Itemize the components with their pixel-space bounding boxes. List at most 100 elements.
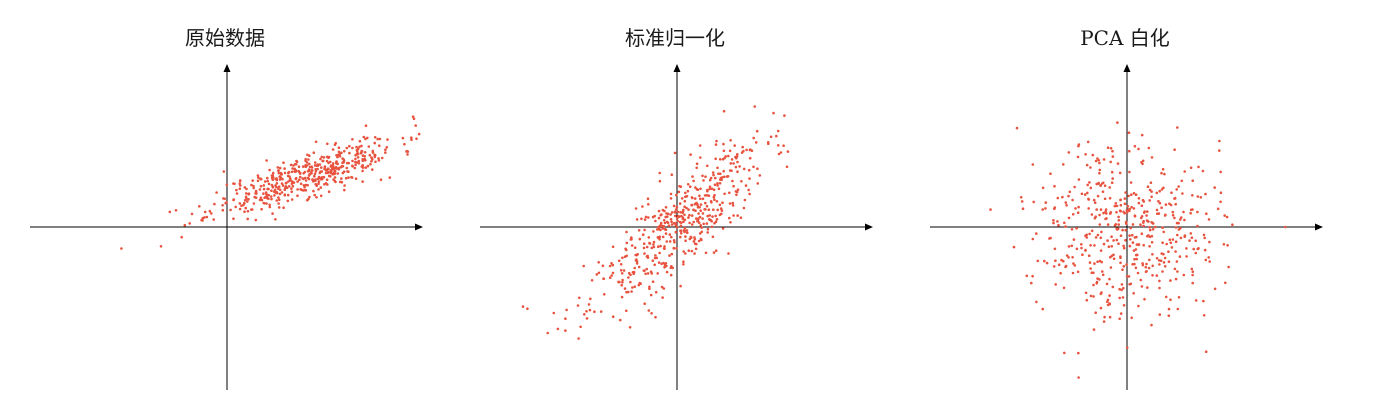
scatter-point xyxy=(730,169,733,172)
scatter-point xyxy=(1148,225,1151,229)
scatter-point xyxy=(308,195,311,199)
scatter-point xyxy=(1071,255,1074,259)
data-points xyxy=(521,105,790,340)
scatter-point xyxy=(695,202,699,206)
scatter-point xyxy=(1130,205,1133,209)
scatter-point xyxy=(1162,252,1165,256)
panel-pca-whitening: PCA 白化 xyxy=(915,0,1335,418)
scatter-point xyxy=(1117,223,1120,226)
scatter-point xyxy=(262,201,265,205)
scatter-point xyxy=(1124,228,1127,232)
scatter-point xyxy=(611,245,615,249)
scatter-point xyxy=(735,190,739,194)
scatter-point xyxy=(262,187,266,191)
scatter-point xyxy=(708,185,712,189)
scatter-point xyxy=(1133,257,1136,261)
scatter-point xyxy=(785,165,789,169)
scatter-point xyxy=(314,140,318,144)
scatter-point xyxy=(334,180,337,184)
scatter-point xyxy=(728,149,732,153)
scatter-point xyxy=(1019,196,1023,199)
scatter-point xyxy=(708,214,711,217)
scatter-point xyxy=(637,229,641,232)
scatter-point xyxy=(719,207,723,210)
scatter-point xyxy=(1015,126,1019,130)
scatter-point xyxy=(654,219,657,223)
scatter-point xyxy=(290,187,293,190)
scatter-point xyxy=(315,164,319,167)
scatter-point xyxy=(1174,250,1177,253)
scatter-point xyxy=(699,187,702,191)
scatter-point xyxy=(359,151,363,155)
scatter-point xyxy=(670,252,674,256)
scatter-point xyxy=(1175,188,1178,191)
scatter-point xyxy=(1183,235,1186,238)
scatter-point xyxy=(1111,155,1115,158)
scatter-point xyxy=(1168,202,1171,205)
scatter-point xyxy=(208,209,212,213)
scatter-point xyxy=(590,279,594,282)
scatter-point xyxy=(225,201,228,204)
scatter-point xyxy=(697,239,701,243)
scatter-point xyxy=(314,178,317,181)
scatter-point xyxy=(1155,257,1159,260)
scatter-point xyxy=(1062,163,1065,166)
scatter-point xyxy=(712,208,715,211)
scatter-point xyxy=(1204,350,1208,354)
scatter-point xyxy=(1135,257,1138,261)
scatter-point xyxy=(1099,249,1103,252)
scatter-point xyxy=(1155,191,1159,195)
scatter-point xyxy=(643,252,646,255)
scatter-point xyxy=(660,224,664,228)
scatter-point xyxy=(1093,201,1097,204)
scatter-point xyxy=(270,189,273,192)
scatter-point xyxy=(323,166,327,170)
scatter-point xyxy=(1053,207,1056,211)
scatter-point xyxy=(663,227,667,231)
scatter-point xyxy=(1219,200,1222,204)
scatter-point xyxy=(1122,286,1125,290)
scatter-point xyxy=(1163,265,1167,268)
scatter-point xyxy=(693,237,697,241)
scatter-point xyxy=(663,247,666,250)
scatter-point xyxy=(308,173,312,176)
scatter-point xyxy=(727,154,730,158)
scatter-point xyxy=(367,145,371,148)
scatter-point xyxy=(1146,286,1149,289)
scatter-point xyxy=(403,142,406,146)
scatter-point xyxy=(645,245,649,249)
scatter-point xyxy=(722,109,726,113)
scatter-point xyxy=(731,179,734,183)
scatter-point xyxy=(1156,212,1159,215)
scatter-point xyxy=(693,202,697,206)
scatter-point xyxy=(705,204,709,208)
scatter-point xyxy=(222,170,226,173)
scatter-point xyxy=(265,159,268,162)
scatter-point xyxy=(713,198,716,201)
scatter-point xyxy=(691,175,694,178)
scatter-point xyxy=(1098,171,1101,175)
scatter-point xyxy=(694,209,697,212)
scatter-point xyxy=(1086,183,1089,187)
scatter-point xyxy=(320,170,324,173)
scatter-point xyxy=(649,270,653,274)
scatter-point xyxy=(288,175,291,178)
scatter-point xyxy=(364,166,368,169)
scatter-point xyxy=(686,189,690,193)
scatter-point xyxy=(301,165,305,168)
scatter-point xyxy=(1118,171,1122,175)
scatter-point xyxy=(707,208,711,211)
scatter-point xyxy=(701,217,704,220)
scatter-point xyxy=(708,178,712,182)
scatter-point xyxy=(707,194,711,197)
scatter-point xyxy=(1044,201,1048,204)
scatter-point xyxy=(1111,177,1114,180)
scatter-point xyxy=(712,195,716,199)
scatter-point xyxy=(1171,238,1175,241)
scatter-point xyxy=(1149,181,1153,184)
scatter-point xyxy=(308,154,311,157)
scatter-point xyxy=(1158,189,1161,193)
scatter-point xyxy=(1141,262,1144,265)
scatter-point xyxy=(1123,211,1126,215)
scatter-point xyxy=(235,188,238,192)
